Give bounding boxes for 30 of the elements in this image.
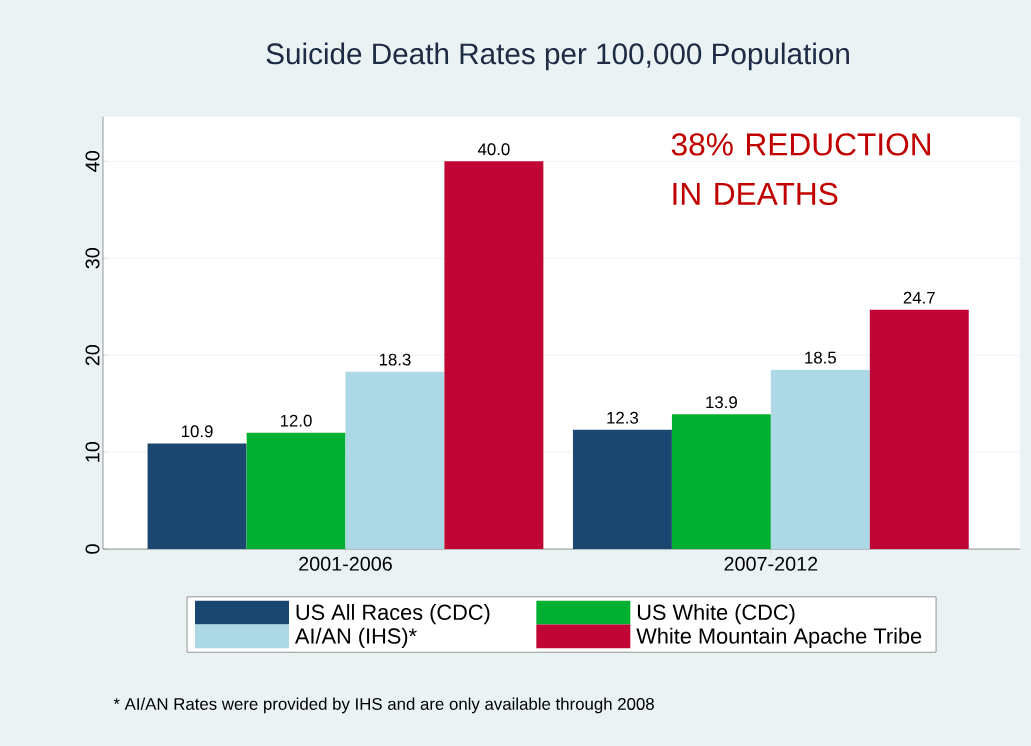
data-label: 12.3 xyxy=(607,411,639,424)
legend-label: US All Races (CDC) xyxy=(296,604,490,625)
bar xyxy=(345,371,445,550)
bar xyxy=(671,414,771,550)
y-tick-label: 10 xyxy=(85,441,100,462)
data-label: 40.0 xyxy=(477,143,510,156)
x-tick-label: 2001-2006 xyxy=(299,556,392,571)
data-label: 12.0 xyxy=(280,414,312,427)
data-label: 13.9 xyxy=(706,396,737,409)
chart-title: Suicide Death Rates per 100,000 Population xyxy=(266,42,849,71)
text: * AI/AN Rates were provided by IHS and are only available through 2008 xyxy=(113,697,654,714)
x-tick-label: 2007-2012 xyxy=(724,556,818,571)
bar xyxy=(147,443,247,550)
y-tick-label: 0 xyxy=(85,544,100,554)
bar xyxy=(444,161,544,550)
legend-label: US White (CDC) xyxy=(637,604,795,625)
y-tick-label: 40 xyxy=(85,151,100,172)
data-label: 18.3 xyxy=(379,353,411,366)
data-label: 10.9 xyxy=(181,425,213,438)
bar xyxy=(572,429,672,550)
annotation: 38% REDUCTION IN DEATHS xyxy=(671,133,931,206)
data-label: 18.5 xyxy=(805,351,836,364)
legend-label: White Mountain Apache Tribe xyxy=(636,627,922,649)
legend-label: AI/AN (IHS)* xyxy=(294,627,417,649)
y-tick-label: 30 xyxy=(85,248,100,269)
bar xyxy=(246,432,346,550)
data-label: 24.7 xyxy=(903,291,935,304)
bar xyxy=(770,369,870,550)
bar xyxy=(869,309,969,550)
y-tick-label: 20 xyxy=(85,344,100,366)
